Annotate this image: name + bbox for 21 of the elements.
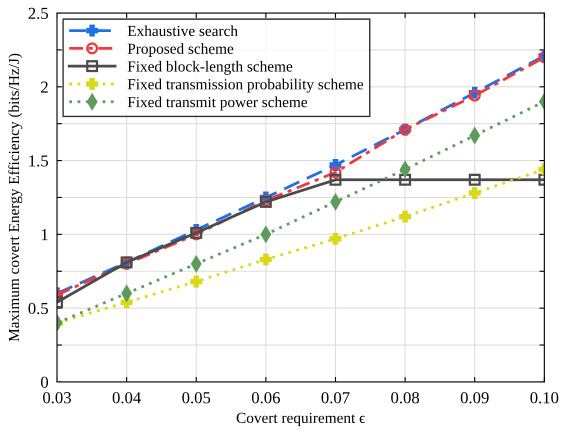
x-tick-label: 0.04 [112,392,141,404]
legend-label: Exhaustive search [128,25,238,36]
y-tick-label: 1.5 [29,155,48,167]
y-tick-label: 1 [42,229,48,240]
y-tick-label: 2 [41,82,48,93]
x-tick-label: 0.07 [322,392,350,404]
x-tick-label: 0.05 [182,392,210,404]
legend-label: Proposed scheme [128,43,234,57]
x-tick-label: 0.03 [43,392,71,404]
legend-label: Fixed block-length scheme [128,60,292,75]
x-tick-label: 0.10 [530,392,558,404]
y-axis-title: Maximum covert Energy Efficiency (bits/Hz/J) [8,54,22,342]
legend-label: Fixed transmit power scheme [128,96,308,110]
x-tick-label: 0.06 [252,392,280,404]
x-axis-title: Covert requirement ϵ [236,412,365,426]
x-tick-label: 0.09 [460,392,489,404]
x-tick-label: 0.08 [391,392,420,404]
legend-label: Fixed transmission probability scheme [128,78,364,93]
y-tick-label: 0.5 [28,302,48,314]
y-tick-label: 0 [40,376,48,388]
y-tick-label: 2.5 [28,8,48,20]
